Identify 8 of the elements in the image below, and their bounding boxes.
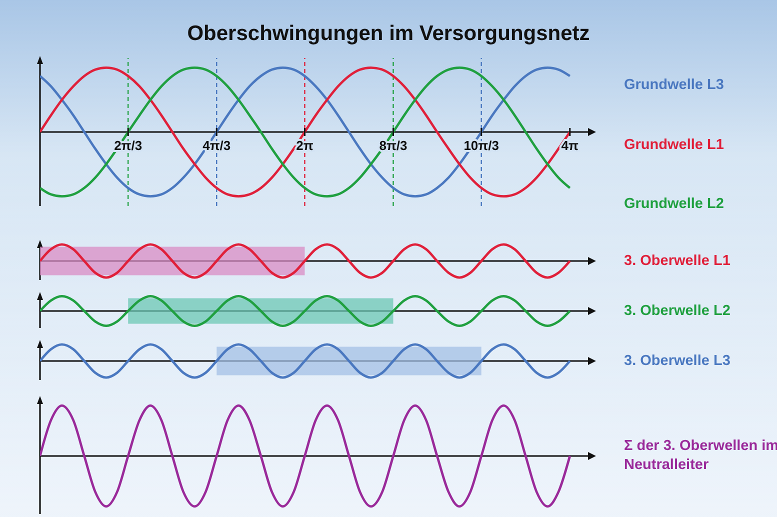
text: 3. Oberwelle L2 <box>624 302 732 320</box>
text: Grundwelle L3 <box>624 76 725 95</box>
text: 3. Oberwelle L3 <box>624 352 732 370</box>
text: Grundwelle L1 <box>624 136 725 154</box>
text: 3. Oberwelle L1 <box>624 252 732 270</box>
x-tick-label: 4π <box>561 138 579 153</box>
text: Grundwelle L2 <box>624 195 725 214</box>
chart-title: Oberschwingungen im Versorgungsnetz <box>186 22 591 46</box>
